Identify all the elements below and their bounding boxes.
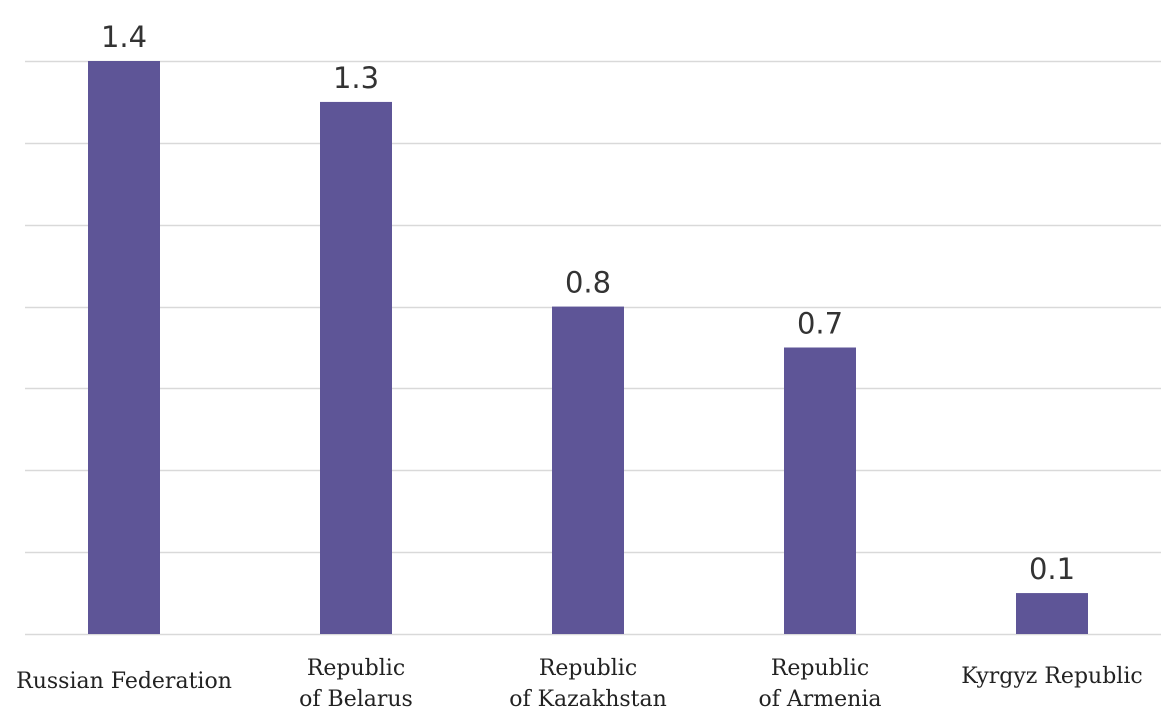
data-label: 1.3	[333, 61, 379, 95]
data-label: 0.8	[565, 266, 611, 300]
bar	[552, 306, 624, 634]
x-tick-label: of Kazakhstan	[509, 687, 667, 710]
x-tick-label: Kyrgyz Republic	[961, 664, 1142, 689]
x-tick-label: Republic	[539, 656, 637, 681]
bar	[320, 101, 392, 634]
x-tick-label: Russian Federation	[16, 669, 232, 694]
x-tick-label: Republic	[771, 656, 869, 681]
x-tick-label: of Armenia	[759, 687, 882, 710]
bar	[784, 347, 856, 634]
data-label: 0.7	[797, 307, 843, 341]
bars	[88, 61, 1088, 634]
x-tick-label: Republic	[307, 656, 405, 681]
bar	[88, 61, 160, 634]
category-labels: Russian Federation Republic of Belarus Repu…	[16, 656, 1143, 712]
data-label: 0.1	[1029, 552, 1075, 586]
data-label: 1.4	[101, 20, 147, 54]
bar	[1016, 593, 1088, 634]
x-tick-label: of Belarus	[299, 687, 413, 710]
value-labels: 1.4 1.3 0.8 0.7 0.1	[101, 20, 1075, 586]
